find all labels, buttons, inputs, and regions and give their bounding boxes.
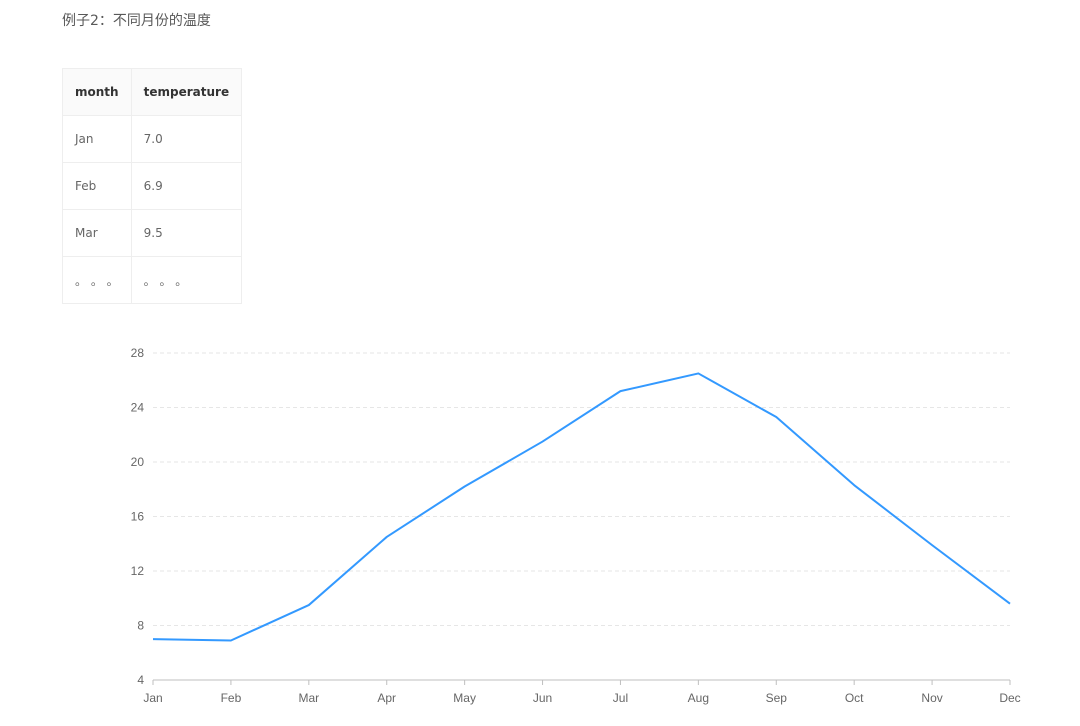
x-tick-label: Oct <box>845 691 864 705</box>
table-row: 。 。 。。 。 。 <box>62 256 243 304</box>
table-cell: 。 。 。 <box>62 256 132 304</box>
header-cell: temperature <box>130 68 243 116</box>
line-series <box>152 372 1011 642</box>
x-tick-label: Jul <box>613 691 628 705</box>
table-cell: 。 。 。 <box>130 256 243 304</box>
page-title: 例子2：不同月份的温度 <box>62 13 211 29</box>
table-header: month temperature <box>62 68 243 116</box>
y-tick-label: 4 <box>137 673 144 687</box>
table-cell: Mar <box>62 209 132 257</box>
table-cell: Jan <box>62 115 132 163</box>
table-cell: 9.5 <box>130 209 243 257</box>
table-row: Feb 6.9 <box>62 162 243 210</box>
y-tick-label: 8 <box>137 619 144 633</box>
y-tick-label: 12 <box>131 564 145 578</box>
x-tick-label: May <box>453 691 476 705</box>
table-cell: 7.0 <box>130 115 243 163</box>
x-tick-label: Aug <box>688 691 709 705</box>
chart: 4 8 12 16 20 24 28 Jan Feb Mar Apr May Jun Jul Aug Sep O… <box>131 346 1021 705</box>
y-tick-label: 28 <box>131 346 145 360</box>
x-tick-label: Jun <box>533 691 552 705</box>
x-tick-label: Apr <box>377 691 396 705</box>
table-cell: Feb <box>62 162 132 210</box>
y-tick-label: 20 <box>131 455 145 469</box>
x-tick-label: Dec <box>999 691 1020 705</box>
x-tick-label: Feb <box>221 691 242 705</box>
table-row: Mar 9.5 <box>62 209 243 257</box>
x-tick-label: Nov <box>921 691 942 705</box>
table-row: Jan 7.0 <box>62 115 243 163</box>
x-tick-label: Sep <box>766 691 788 705</box>
header-cell: month <box>62 68 132 116</box>
x-tick-label: Jan <box>143 691 162 705</box>
x-tick-label: Mar <box>298 691 319 705</box>
y-tick-label: 16 <box>131 510 145 524</box>
table-cell: 6.9 <box>130 162 243 210</box>
data-table: month temperature Jan 7.0 Feb 6.9 Mar 9.5。 。 … <box>62 68 243 304</box>
y-tick-label: 24 <box>131 401 145 415</box>
